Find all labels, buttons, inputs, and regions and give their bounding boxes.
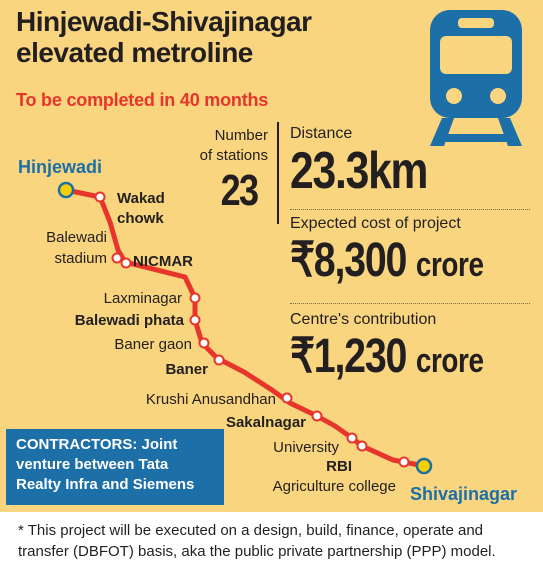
station-dot [311, 410, 323, 422]
station-dot [281, 392, 293, 404]
route-map: Hinjewadi Shivajinagar Wakad chowk Balew… [18, 157, 517, 504]
train-front-icon [430, 10, 522, 146]
contractors-line-1: CONTRACTORS: Joint [16, 436, 178, 453]
station-label: Balewadi [46, 229, 107, 246]
footnote-line-2: transfer (DBFOT) basis, aka the public p… [18, 543, 496, 560]
station-label: University [273, 439, 339, 456]
stations-count: 23 [220, 166, 260, 215]
stat-value: ₹1,230 crore [290, 330, 487, 388]
stat-value-number: ₹1,230 [290, 330, 407, 383]
station-label: Wakad [117, 190, 165, 207]
stat-value-unit: crore [415, 246, 484, 284]
stat-value-unit: crore [415, 342, 484, 380]
station-label: Agriculture college [273, 478, 396, 495]
stat-value: ₹8,300 crore [290, 234, 487, 292]
subtitle: To be completed in 40 months [16, 90, 269, 110]
title-line-2: elevated metroline [16, 37, 253, 68]
station-dot [356, 440, 368, 452]
station-label: Sakalnagar [226, 414, 306, 431]
station-dot [120, 257, 132, 269]
station-label: Laxminagar [104, 290, 182, 307]
station-label: RBI [326, 458, 352, 475]
station-dot [94, 191, 106, 203]
contractors-box: CONTRACTORS: Joint venture between Tata … [6, 429, 224, 505]
contractors-line-2: venture between Tata [16, 456, 169, 473]
stat-label: Centre's contribution [290, 311, 437, 328]
stat-value: 23.3km [290, 144, 487, 198]
footnote-line-1: * This project will be executed on a des… [18, 522, 484, 539]
stat-label: Distance [290, 125, 353, 142]
vertical-divider [277, 122, 279, 224]
dotted-divider [290, 209, 530, 211]
contractors-line-3: Realty Infra and Siemens [16, 476, 195, 493]
stat-label: Expected cost of project [290, 215, 461, 232]
stations-label: Number of stations [190, 126, 268, 166]
stations-label-line-2: of stations [199, 147, 268, 164]
station-label: stadium [54, 250, 107, 267]
stations-label-line-1: Number [214, 127, 268, 144]
station-dot [213, 354, 225, 366]
terminal-dot [415, 457, 433, 475]
terminal-label-end: Shivajinagar [410, 484, 517, 504]
station-label: Baner gaon [114, 336, 192, 353]
station-label: Krushi Anusandhan [146, 391, 276, 408]
station-dot [198, 337, 210, 349]
station-label: Balewadi phata [75, 312, 185, 329]
terminal-label-start: Hinjewadi [18, 157, 102, 177]
title-line-1: Hinjewadi-Shivajinagar [16, 6, 312, 37]
station-dot [189, 292, 201, 304]
stat-value-number: ₹8,300 [290, 234, 407, 287]
stat-value-number: 23.3km [290, 142, 428, 200]
terminal-dot [57, 181, 75, 199]
station-label: chowk [117, 210, 164, 227]
footnote: * This project will be executed on a des… [0, 512, 543, 580]
station-label: NICMAR [133, 253, 193, 270]
stat-contribution: Centre's contribution ₹1,230 crore [279, 304, 530, 400]
stats-panel: Distance 23.3km Expected cost of project… [279, 118, 530, 400]
station-dot [189, 314, 201, 326]
station-label: Baner [165, 361, 208, 378]
page-title: Hinjewadi-Shivajinagar elevated metrolin… [16, 6, 312, 68]
stat-distance: Distance 23.3km [279, 118, 530, 208]
dotted-divider [290, 303, 530, 305]
station-dot [111, 252, 123, 264]
stat-cost: Expected cost of project ₹8,300 crore [279, 208, 530, 304]
station-dot [346, 432, 358, 444]
station-dot [398, 456, 410, 468]
